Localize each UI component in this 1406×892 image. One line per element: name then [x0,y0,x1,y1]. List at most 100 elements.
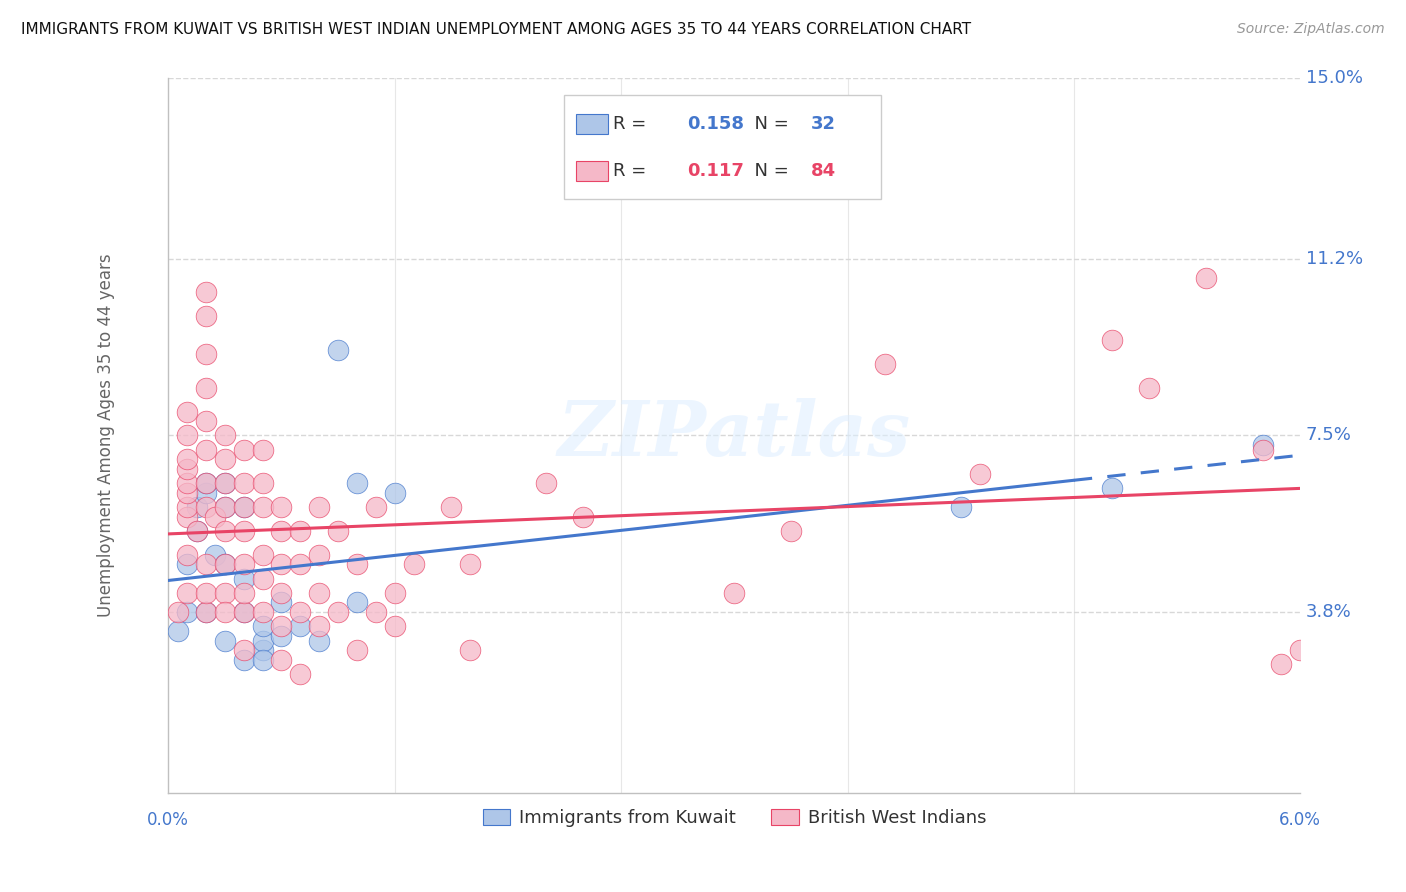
Point [326,524,349,538]
Text: 7.5%: 7.5% [1306,426,1351,444]
Point [214,500,236,514]
Point [270,500,292,514]
Point [204,509,226,524]
Point [308,586,330,600]
Point [176,548,198,562]
Point [969,467,991,481]
Point [780,524,803,538]
Point [186,500,208,514]
Point [176,586,198,600]
Point [1137,381,1160,395]
Text: Unemployment Among Ages 35 to 44 years: Unemployment Among Ages 35 to 44 years [97,253,115,617]
Point [166,605,188,619]
Point [195,605,218,619]
Point [252,653,274,667]
Point [308,548,330,562]
Point [1251,438,1274,452]
Text: 11.2%: 11.2% [1306,250,1362,268]
Point [346,476,368,491]
Point [1195,271,1218,285]
Point [290,524,312,538]
Point [384,485,406,500]
Text: 0.0%: 0.0% [148,811,190,830]
Point [384,619,406,633]
Point [252,548,274,562]
Point [458,643,481,657]
Point [176,509,198,524]
Point [214,605,236,619]
Point [1101,481,1123,495]
Text: R =: R = [613,161,652,179]
Text: 84: 84 [811,161,837,179]
Text: 3.8%: 3.8% [1306,603,1351,621]
FancyBboxPatch shape [564,95,882,199]
Point [402,558,425,572]
FancyBboxPatch shape [576,114,607,134]
Point [458,558,481,572]
Point [186,524,208,538]
Point [346,558,368,572]
Point [214,428,236,442]
Point [214,476,236,491]
Point [270,586,292,600]
Point [252,605,274,619]
Point [176,605,198,619]
Point [195,605,218,619]
Point [949,500,972,514]
Point [1289,643,1312,657]
Text: N =: N = [744,115,794,133]
Point [232,476,254,491]
Point [270,629,292,643]
Point [270,595,292,609]
Point [723,586,745,600]
Point [326,605,349,619]
Point [290,605,312,619]
Text: 0.117: 0.117 [686,161,744,179]
Text: 15.0%: 15.0% [1306,69,1362,87]
Text: 32: 32 [811,115,837,133]
Point [252,442,274,457]
Point [186,524,208,538]
Point [232,558,254,572]
Point [195,347,218,361]
Point [232,500,254,514]
Point [252,476,274,491]
Point [195,381,218,395]
Point [176,558,198,572]
Point [176,500,198,514]
Text: R =: R = [613,115,652,133]
Text: ZIPatlas: ZIPatlas [558,399,911,473]
Point [875,357,897,371]
Point [270,619,292,633]
Point [232,653,254,667]
Point [176,404,198,418]
Text: N =: N = [744,161,794,179]
Point [176,476,198,491]
Point [1101,333,1123,347]
Point [384,586,406,600]
Point [270,653,292,667]
Point [176,485,198,500]
Point [214,500,236,514]
Point [1251,442,1274,457]
Point [214,452,236,467]
Point [1270,657,1292,672]
Point [290,558,312,572]
Text: 0.158: 0.158 [686,115,744,133]
Point [534,476,557,491]
Point [214,558,236,572]
Point [232,524,254,538]
Point [195,500,218,514]
Point [195,586,218,600]
Point [195,285,218,300]
Point [214,633,236,648]
Point [308,619,330,633]
Point [252,500,274,514]
Point [232,572,254,586]
Point [232,605,254,619]
Point [195,442,218,457]
Point [195,476,218,491]
Point [176,452,198,467]
Point [214,586,236,600]
Legend: Immigrants from Kuwait, British West Indians: Immigrants from Kuwait, British West Ind… [475,802,993,834]
